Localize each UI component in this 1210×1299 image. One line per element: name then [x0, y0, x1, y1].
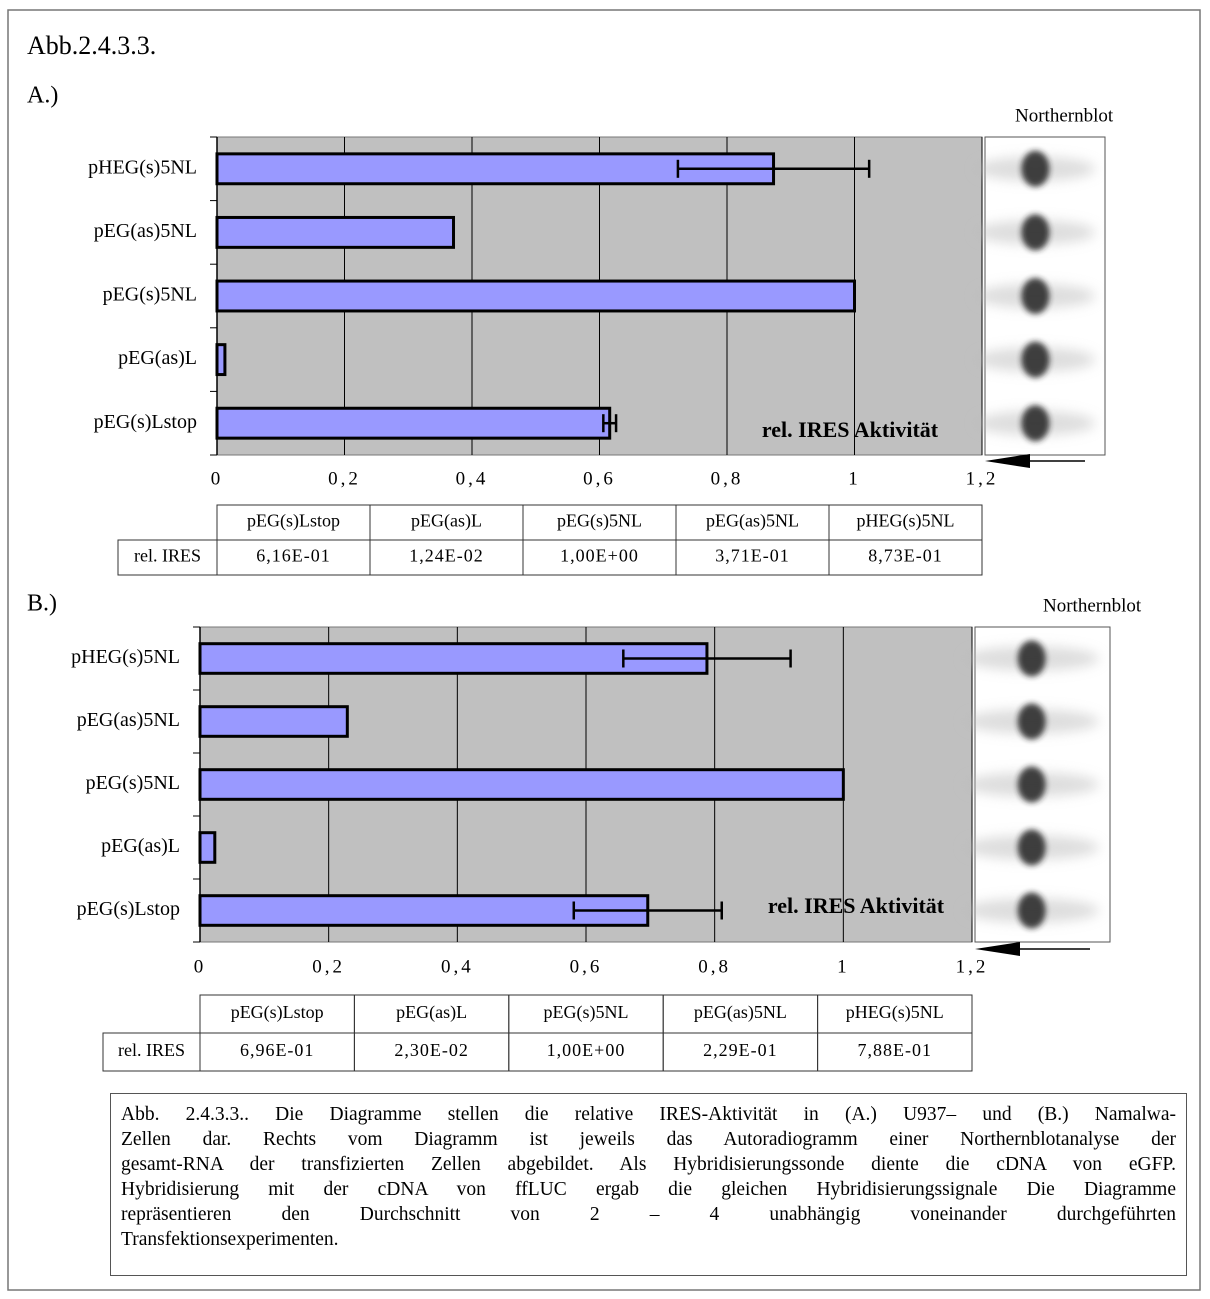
figure-label: Abb.2.4.3.3.	[27, 31, 156, 60]
table-header: pEG(s)5NL	[544, 1002, 629, 1023]
x-tick-label: 0,2	[312, 956, 345, 977]
blot-band	[1021, 278, 1049, 314]
table-value: 7,88E-01	[858, 1040, 933, 1060]
blot-band	[1018, 704, 1046, 740]
y-tick-label: pEG(s)Lstop	[94, 411, 197, 433]
table-value: 2,29E-01	[703, 1040, 778, 1060]
caption-line: Transfektionsexperimenten.	[121, 1227, 1176, 1252]
bar	[200, 707, 347, 737]
blot-label: Northernblot	[1043, 595, 1142, 616]
blot-band	[1018, 767, 1046, 803]
table-header: pEG(s)5NL	[557, 511, 642, 532]
table-header: pEG(s)Lstop	[231, 1002, 324, 1023]
y-tick-label: pEG(as)L	[101, 835, 180, 857]
blot-label: Northernblot	[1015, 105, 1114, 126]
table-value: 2,30E-02	[394, 1040, 469, 1060]
x-tick-label: 0	[194, 956, 207, 977]
x-tick-label: 1	[837, 956, 850, 977]
bar	[217, 345, 225, 375]
x-tick-label: 0,8	[698, 956, 731, 977]
x-tick-label: 0,4	[441, 956, 474, 977]
blot-band	[1021, 214, 1049, 250]
bar	[217, 217, 454, 247]
blot-band	[1018, 893, 1046, 929]
x-tick-label: 0,6	[570, 956, 603, 977]
blot-band	[1018, 830, 1046, 866]
arrow-head	[975, 942, 1020, 956]
annotation: rel. IRES Aktivität	[762, 417, 939, 442]
caption: Abb. 2.4.3.3.. Die Diagramme stellen die…	[110, 1093, 1187, 1276]
table-header: pEG(as)L	[396, 1002, 467, 1023]
y-tick-label: pEG(as)L	[118, 347, 197, 369]
table-value: 1,24E-02	[409, 546, 484, 566]
table-value: 8,73E-01	[868, 546, 943, 566]
table-value: 1,00E+00	[547, 1040, 626, 1060]
x-tick-label: 0,6	[583, 468, 616, 489]
table-header: pEG(as)L	[411, 511, 482, 532]
y-tick-label: pEG(as)5NL	[94, 220, 197, 242]
caption-line: Abb. 2.4.3.3.. Die Diagramme stellen die…	[121, 1102, 1176, 1127]
table-header: pEG(s)Lstop	[247, 511, 340, 532]
table-value: 1,00E+00	[560, 546, 639, 566]
table-value: 3,71E-01	[715, 546, 790, 566]
page: Abb.2.4.3.3. A.) 0 0,2 0,4 0,6 0,8 1 1,2 Norther…	[0, 0, 1210, 1299]
table-row-label: rel. IRES	[118, 1040, 185, 1060]
y-tick-label: pHEG(s)5NL	[88, 156, 197, 178]
table-value: 6,16E-01	[256, 546, 331, 566]
x-tick-label: 1,2	[966, 468, 999, 489]
x-tick-label: 1,2	[956, 956, 989, 977]
panel-label: A.)	[27, 83, 58, 109]
x-tick-label: 0,2	[328, 468, 361, 489]
table-value: 6,96E-01	[240, 1040, 315, 1060]
annotation: rel. IRES Aktivität	[768, 893, 945, 918]
blot-band	[1018, 641, 1046, 677]
y-tick-label: pEG(s)5NL	[103, 284, 197, 306]
x-tick-label: 0,4	[456, 468, 489, 489]
blot-band	[1021, 151, 1049, 187]
caption-line: repräsentieren den Durchschnitt von 2 – …	[121, 1202, 1176, 1227]
table-header: pEG(as)5NL	[706, 511, 799, 532]
x-tick-label: 0,8	[711, 468, 744, 489]
blot-band	[1021, 342, 1049, 378]
y-tick-label: pEG(s)Lstop	[77, 898, 180, 920]
caption-line: gesamt-RNA der transfizierten Zellen abg…	[121, 1152, 1176, 1177]
table-row-label: rel. IRES	[134, 546, 201, 566]
panel-label: B.)	[27, 591, 57, 617]
y-tick-label: pHEG(s)5NL	[71, 646, 180, 668]
table-header: pEG(as)5NL	[694, 1002, 787, 1023]
bar	[217, 281, 855, 311]
y-tick-label: pEG(s)5NL	[86, 772, 180, 794]
caption-line: Zellen dar. Rechts vom Diagramm ist jewe…	[121, 1127, 1176, 1152]
arrow-head	[985, 454, 1030, 468]
blot-band	[1021, 405, 1049, 441]
bar	[200, 770, 843, 800]
x-tick-label: 1	[848, 468, 861, 489]
y-tick-label: pEG(as)5NL	[77, 709, 180, 731]
caption-line: Hybridisierung mit der cDNA von ffLUC er…	[121, 1177, 1176, 1202]
bar	[200, 833, 215, 863]
table-header: pHEG(s)5NL	[846, 1002, 944, 1023]
x-tick-label: 0	[211, 468, 224, 489]
table-header: pHEG(s)5NL	[857, 511, 955, 532]
bar	[217, 408, 610, 438]
